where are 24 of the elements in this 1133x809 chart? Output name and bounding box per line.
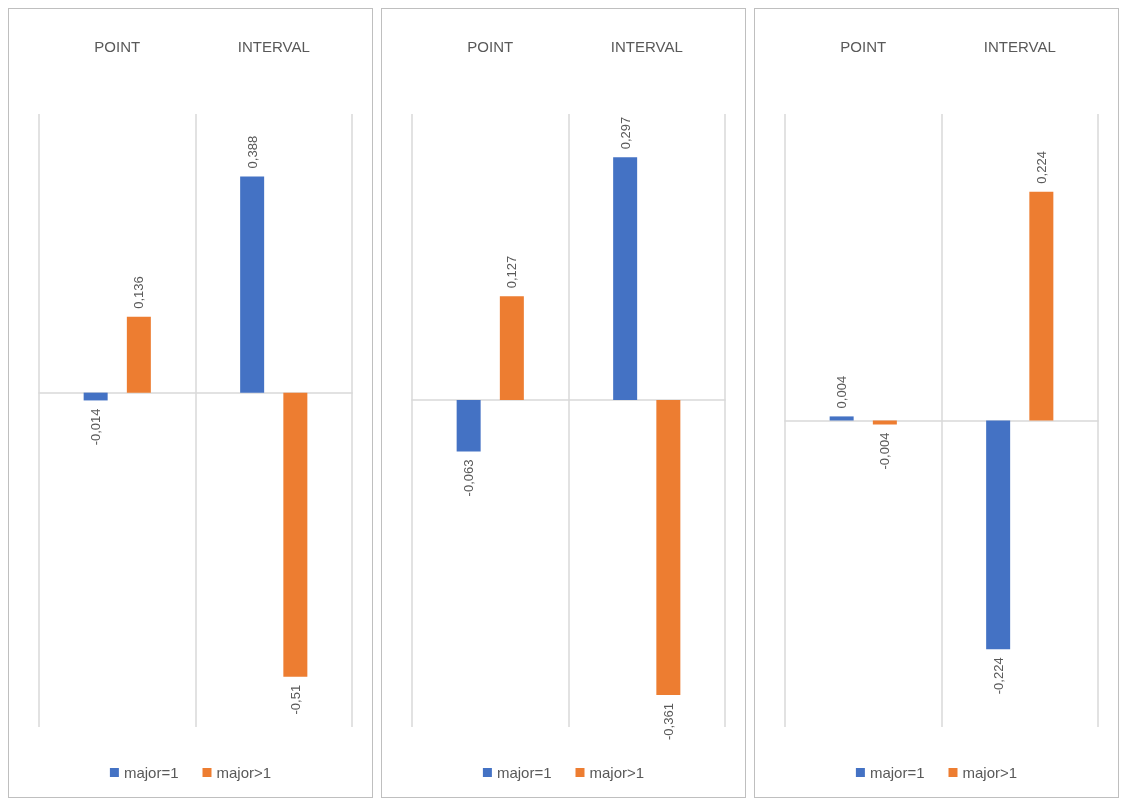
- legend-label: major=1: [869, 764, 925, 781]
- data-label: 0,297: [617, 116, 633, 150]
- data-label: 0,004: [834, 375, 850, 409]
- data-label: -0,063: [461, 459, 477, 497]
- data-label: 0,136: [131, 276, 147, 309]
- legend-label: major>1: [216, 764, 272, 781]
- data-label: 0,224: [1033, 151, 1049, 184]
- data-label: 0,127: [504, 255, 520, 289]
- data-label: -0,004: [877, 432, 893, 470]
- x-tick-label: POINT: [467, 38, 514, 55]
- x-tick-label: POINT: [94, 38, 141, 55]
- x-tick-label: INTERVAL: [610, 38, 683, 55]
- x-tick-label: INTERVAL: [237, 38, 310, 55]
- legend-label: major>1: [962, 764, 1018, 781]
- data-label: -0,014: [88, 408, 104, 446]
- x-tick-label: INTERVAL: [983, 38, 1056, 55]
- x-tick-label: POINT: [840, 38, 887, 55]
- legend-label: major=1: [496, 764, 552, 781]
- data-label: 0,388: [244, 135, 260, 169]
- data-label: -0,51: [287, 684, 303, 715]
- legend-label: major=1: [123, 764, 179, 781]
- data-label: -0,224: [990, 657, 1006, 695]
- legend-label: major>1: [589, 764, 645, 781]
- data-label: -0,361: [660, 703, 676, 740]
